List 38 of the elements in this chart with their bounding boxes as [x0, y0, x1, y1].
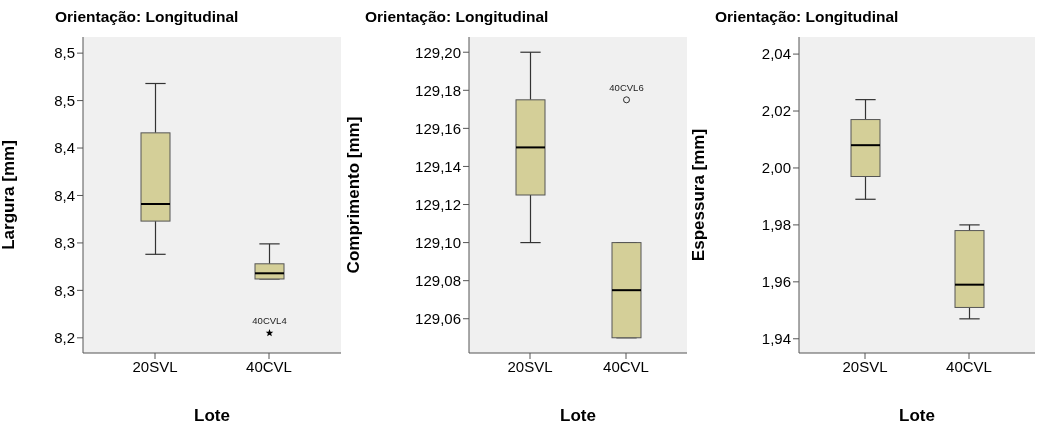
x-axis-title: Lote — [899, 406, 935, 425]
x-tick-label: 40CVL — [603, 357, 649, 375]
y-tick-label: 1,94 — [761, 330, 791, 348]
y-tick-label: 2,04 — [761, 45, 791, 63]
y-tick-label: 8,5 — [54, 44, 75, 62]
y-tick-label: 1,96 — [761, 273, 791, 291]
y-tick-label: 8,4 — [54, 139, 75, 157]
x-tick-label: 40CVL — [246, 357, 292, 375]
annotation: 40CVL6 — [609, 81, 644, 93]
x-axis-title: Lote — [560, 406, 596, 425]
y-tick-label: 129,12 — [415, 195, 461, 213]
annotation: 40CVL4 — [252, 315, 287, 327]
y-tick-label: 1,98 — [761, 216, 791, 234]
y-tick-label: 129,20 — [415, 43, 461, 61]
x-tick-label: 20SVL — [842, 357, 888, 375]
x-tick-label: 20SVL — [507, 357, 553, 375]
x-axis-title: Lote — [194, 406, 230, 425]
y-tick-label: 8,5 — [54, 91, 75, 109]
y-axis-title: Espessura [mm] — [689, 128, 709, 262]
chart-title: Orientação: Longitudinal — [55, 8, 239, 26]
x-tick-label: 40CVL — [946, 357, 992, 375]
y-tick-label: 129,10 — [415, 233, 461, 251]
y-tick-label: 129,16 — [415, 119, 461, 137]
y-tick-label: 8,3 — [54, 281, 75, 299]
y-axis-title: Comprimento [mm] — [344, 116, 364, 274]
chart-title: Orientação: Longitudinal — [715, 8, 899, 26]
y-tick-label: 129,08 — [415, 271, 461, 289]
y-tick-label: 129,14 — [415, 157, 461, 175]
y-axis-title: Largura [mm] — [0, 140, 19, 250]
y-tick-label: 8,3 — [54, 234, 75, 252]
y-tick-label: 8,2 — [54, 329, 75, 347]
y-tick-label: 2,00 — [761, 159, 791, 177]
x-tick-label: 20SVL — [132, 357, 178, 375]
chart-title: Orientação: Longitudinal — [365, 8, 549, 26]
y-tick-label: 2,02 — [761, 102, 791, 120]
y-tick-label: 8,4 — [54, 186, 75, 204]
y-tick-label: 129,18 — [415, 81, 461, 99]
y-tick-label: 129,06 — [415, 310, 461, 328]
